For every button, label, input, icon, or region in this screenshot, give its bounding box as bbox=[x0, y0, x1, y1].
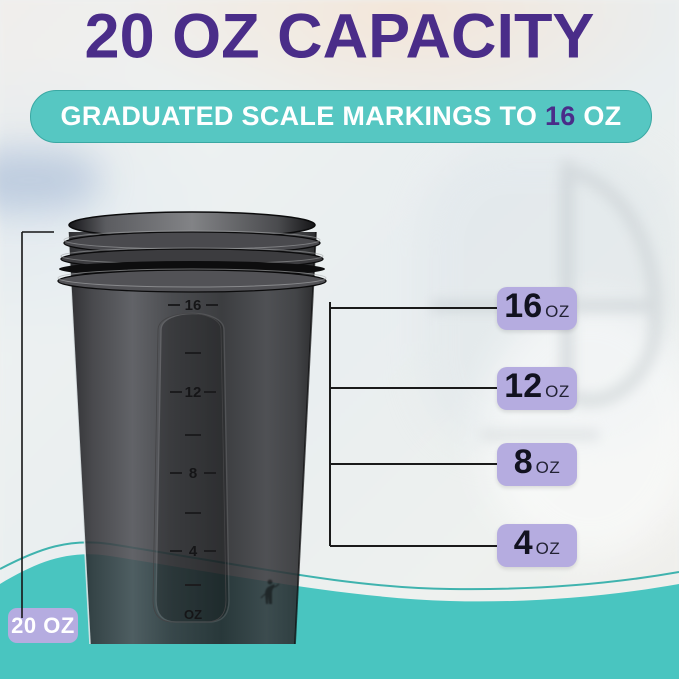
svg-text:16: 16 bbox=[185, 297, 202, 314]
svg-text:8: 8 bbox=[189, 465, 197, 482]
svg-text:OZ: OZ bbox=[184, 607, 202, 622]
svg-text:4: 4 bbox=[189, 543, 198, 560]
svg-text:12: 12 bbox=[185, 384, 202, 401]
